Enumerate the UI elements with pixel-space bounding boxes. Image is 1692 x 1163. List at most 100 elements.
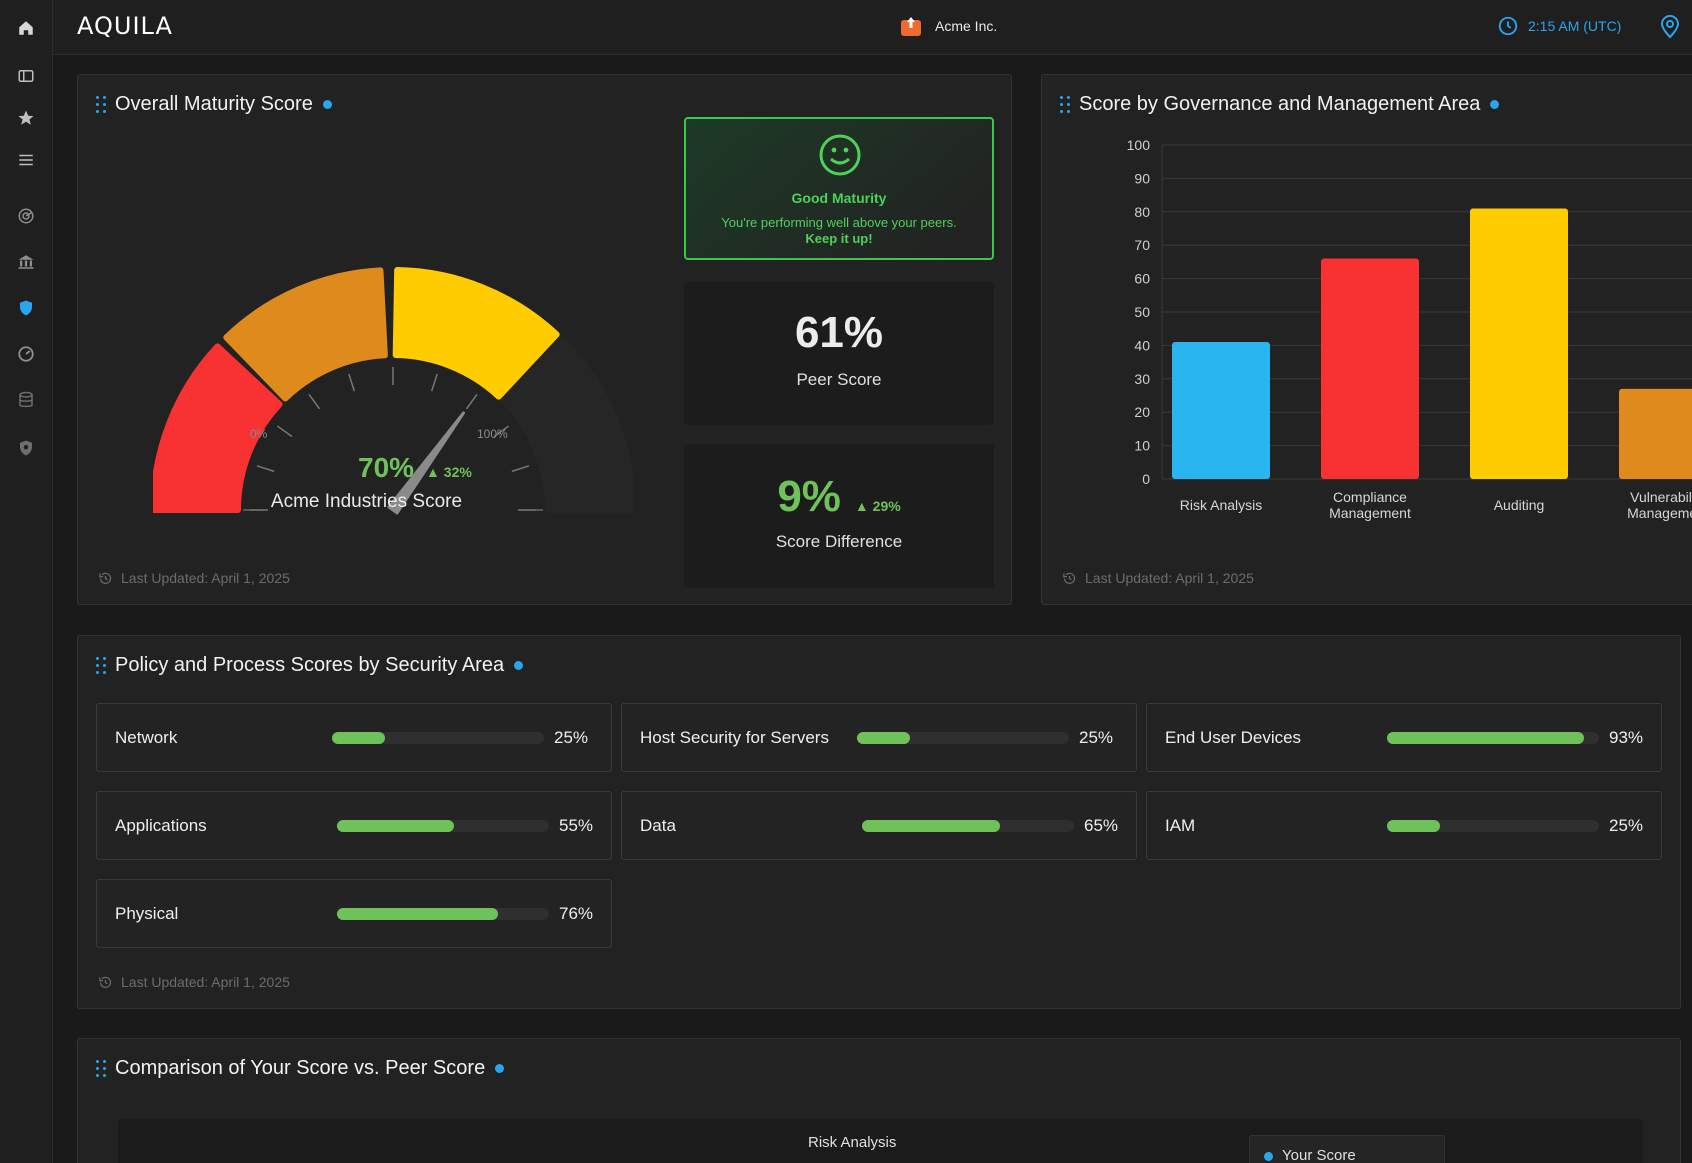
security-area-tile[interactable]: End User Devices 93% bbox=[1146, 703, 1662, 772]
gauge-min-label: 0% bbox=[250, 427, 268, 441]
badge-icon[interactable] bbox=[14, 436, 38, 460]
policy-card: Policy and Process Scores by Security Ar… bbox=[77, 635, 1681, 1009]
organization-switcher[interactable]: Acme Inc. bbox=[899, 14, 997, 38]
maturity-status-title: Good Maturity bbox=[791, 190, 887, 206]
score-value: 70% bbox=[358, 452, 415, 483]
database-icon[interactable] bbox=[14, 388, 38, 412]
y-tick-label: 90 bbox=[1134, 170, 1150, 186]
drag-handle-icon[interactable] bbox=[96, 1060, 107, 1077]
time-display[interactable]: 2:15 AM (UTC) bbox=[1497, 15, 1621, 37]
info-icon[interactable] bbox=[322, 100, 332, 109]
gauge-icon[interactable] bbox=[14, 342, 38, 366]
security-area-name: Applications bbox=[115, 816, 207, 835]
bar-risk-analysis[interactable] bbox=[1172, 342, 1270, 479]
y-tick-label: 40 bbox=[1134, 337, 1150, 353]
home-icon[interactable] bbox=[14, 16, 38, 40]
app-logo[interactable]: AQUILA bbox=[77, 12, 173, 40]
score-difference-value: 9% bbox=[777, 472, 841, 521]
bar-auditing[interactable] bbox=[1470, 208, 1568, 479]
y-tick-label: 100 bbox=[1127, 137, 1151, 153]
gauge-needle bbox=[387, 411, 466, 515]
score-bar-fill bbox=[332, 732, 385, 744]
bar-compliance-management[interactable] bbox=[1321, 258, 1419, 479]
score-bar-fill bbox=[1387, 732, 1585, 744]
gauge-segment-low bbox=[153, 343, 283, 513]
info-icon[interactable] bbox=[514, 661, 524, 670]
score-label: Acme Industries Score bbox=[270, 491, 463, 512]
score-bar-track bbox=[337, 908, 549, 920]
maturity-card-title: Overall Maturity Score bbox=[96, 93, 332, 116]
policy-card-title: Policy and Process Scores by Security Ar… bbox=[96, 654, 524, 677]
maturity-status-message: You're performing well above your peers. bbox=[721, 215, 957, 230]
gauge-max-label: 100% bbox=[477, 427, 508, 441]
drag-handle-icon[interactable] bbox=[96, 96, 107, 113]
bar-vulnerability-management[interactable] bbox=[1619, 388, 1692, 479]
gauge-tick bbox=[348, 373, 356, 392]
gauge-track-segment bbox=[499, 337, 633, 513]
star-icon[interactable] bbox=[14, 106, 38, 130]
y-tick-label: 70 bbox=[1134, 237, 1150, 253]
security-area-tile[interactable]: Network 25% bbox=[96, 703, 612, 772]
history-icon bbox=[99, 572, 112, 584]
gauge-tick bbox=[308, 393, 321, 410]
info-icon[interactable] bbox=[1490, 100, 1500, 109]
governance-card-title: Score by Governance and Management Area bbox=[1060, 93, 1500, 116]
top-header: AQUILA Acme Inc. 2:15 AM (UTC) bbox=[53, 0, 1692, 55]
maturity-gauge bbox=[153, 267, 633, 515]
gauge-tick bbox=[430, 373, 438, 392]
x-tick-label: Vulnerability bbox=[1630, 489, 1692, 505]
radar-icon[interactable] bbox=[14, 204, 38, 228]
score-value-row: 70% ▲ 32% bbox=[358, 452, 472, 484]
security-area-percent: 55% bbox=[559, 816, 594, 835]
security-area-tile[interactable]: Data 65% bbox=[621, 791, 1137, 860]
sidebar bbox=[0, 0, 53, 1163]
comparison-card-title: Comparison of Your Score vs. Peer Score bbox=[96, 1057, 505, 1080]
security-area-tile[interactable]: Physical 76% bbox=[96, 879, 612, 948]
security-area-tile[interactable]: IAM 25% bbox=[1146, 791, 1662, 860]
score-difference-label: Score Difference bbox=[775, 532, 903, 551]
security-area-name: IAM bbox=[1165, 816, 1196, 835]
comparison-card: Comparison of Your Score vs. Peer Score … bbox=[77, 1038, 1681, 1163]
clock-icon bbox=[1498, 16, 1518, 36]
menu-icon[interactable] bbox=[14, 148, 38, 172]
bank-icon[interactable] bbox=[14, 250, 38, 274]
gauge-tick bbox=[276, 425, 293, 438]
history-icon bbox=[99, 976, 112, 988]
gauge-tick bbox=[511, 465, 530, 473]
security-area-name: Host Security for Servers bbox=[640, 728, 829, 747]
peer-score-value: 61% bbox=[794, 308, 884, 357]
last-updated: Last Updated: April 1, 2025 bbox=[98, 570, 290, 586]
score-bar-fill bbox=[337, 908, 499, 920]
info-icon[interactable] bbox=[495, 1064, 505, 1073]
maturity-status-encouragement: Keep it up! bbox=[805, 231, 873, 246]
score-bar-track bbox=[1387, 820, 1599, 832]
x-tick-label: Management bbox=[1627, 505, 1692, 521]
peer-score-label: Peer Score bbox=[796, 370, 882, 389]
security-area-tile[interactable]: Host Security for Servers 25% bbox=[621, 703, 1137, 772]
sidebar-toggle-icon[interactable] bbox=[14, 64, 38, 88]
score-bar-track bbox=[857, 732, 1069, 744]
smiley-icon bbox=[819, 134, 861, 176]
governance-bar-chart: 0 10 20 30 40 50 60 70 80 90 100 Risk Analysis Compl… bbox=[1127, 137, 1692, 521]
score-delta: ▲ 32% bbox=[426, 464, 472, 480]
gauge-segment-medium bbox=[223, 267, 388, 402]
gauge-segment-high bbox=[392, 267, 560, 400]
history-icon bbox=[1063, 572, 1076, 584]
score-bar-fill bbox=[1387, 820, 1440, 832]
score-bar-track bbox=[862, 820, 1074, 832]
comparison-legend: Your Score bbox=[1249, 1135, 1445, 1163]
drag-handle-icon[interactable] bbox=[96, 657, 107, 674]
security-area-tile[interactable]: Applications 55% bbox=[96, 791, 612, 860]
drag-handle-icon[interactable] bbox=[1060, 96, 1071, 113]
score-bar-fill bbox=[862, 820, 1000, 832]
security-area-name: Data bbox=[640, 816, 676, 835]
shield-icon[interactable] bbox=[14, 296, 38, 320]
gauge-tick bbox=[256, 465, 275, 473]
governance-card: Score by Governance and Management Area … bbox=[1041, 74, 1692, 605]
time-text: 2:15 AM (UTC) bbox=[1528, 18, 1622, 34]
security-area-percent: 93% bbox=[1609, 728, 1644, 747]
organization-icon bbox=[901, 17, 921, 36]
location-pin-icon[interactable] bbox=[1660, 15, 1680, 44]
security-area-name: End User Devices bbox=[1165, 728, 1302, 747]
legend-item-your-score[interactable]: Your Score bbox=[1282, 1147, 1356, 1163]
